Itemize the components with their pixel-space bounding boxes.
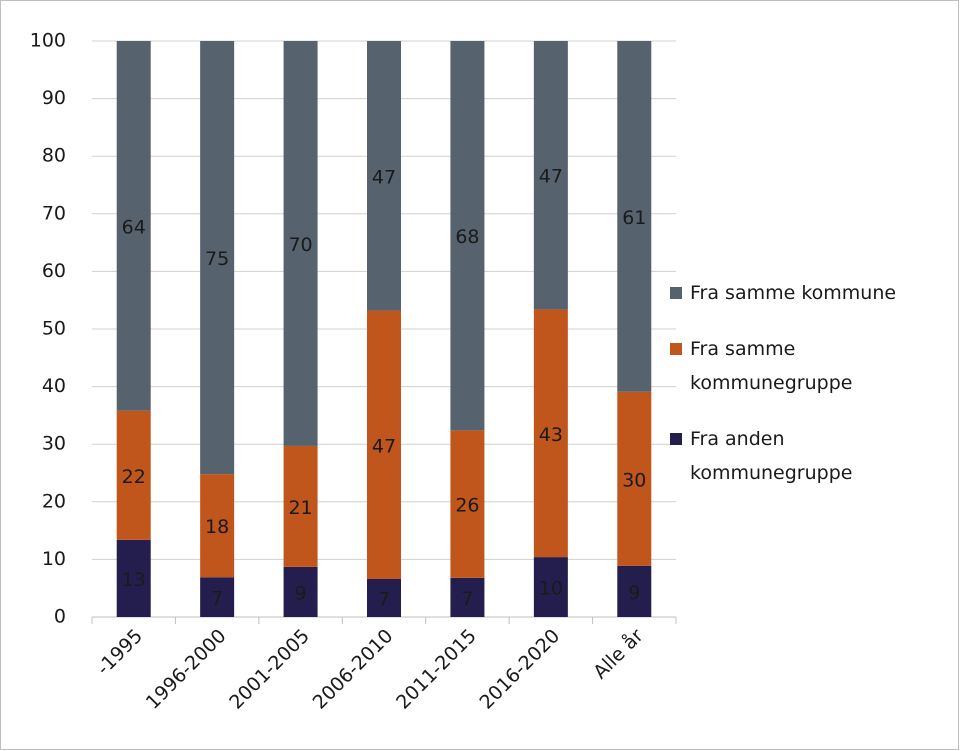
bar-segment xyxy=(617,391,652,566)
bar-segment xyxy=(617,41,652,392)
data-label: 75 xyxy=(205,248,229,270)
y-tick-label: 70 xyxy=(42,202,66,224)
bar-segment xyxy=(283,566,318,617)
bar-segment xyxy=(200,577,235,617)
data-label: 61 xyxy=(622,207,646,229)
data-label: 18 xyxy=(205,516,229,538)
data-label: 68 xyxy=(455,226,479,248)
data-label: 26 xyxy=(455,495,479,517)
y-tick-label: 30 xyxy=(42,433,66,455)
data-label: 9 xyxy=(295,582,307,604)
legend: Fra samme kommune Fra samme kommunegruppe… xyxy=(668,276,948,512)
y-tick-label: 0 xyxy=(54,606,66,628)
legend-label: Fra samme kommune xyxy=(690,282,897,304)
data-label: 70 xyxy=(288,234,312,256)
data-label: 43 xyxy=(539,424,563,446)
data-label: 9 xyxy=(628,582,640,604)
data-label: 47 xyxy=(539,166,563,188)
bar-segment xyxy=(367,41,401,311)
bar-segment xyxy=(533,41,568,310)
bar-segment xyxy=(367,578,401,617)
y-tick-label: 10 xyxy=(42,548,66,570)
data-label: 7 xyxy=(378,588,390,610)
legend-swatch xyxy=(670,343,682,355)
legend-label: Fra samme kommunegruppe xyxy=(690,338,853,394)
legend-item: Fra anden kommunegruppe xyxy=(668,422,948,490)
bar-segment xyxy=(283,41,318,446)
bar-segment xyxy=(450,430,485,578)
data-label: 10 xyxy=(539,578,563,600)
y-tick-label: 90 xyxy=(42,87,66,109)
y-tick-label: 60 xyxy=(42,260,66,282)
data-label: 7 xyxy=(461,588,473,610)
legend-label: Fra anden kommunegruppe xyxy=(690,428,853,484)
y-tick-label: 80 xyxy=(42,145,66,167)
bar-segment xyxy=(367,310,401,579)
bar-segment xyxy=(116,539,151,617)
legend-swatch xyxy=(670,433,682,445)
y-tick-label: 20 xyxy=(42,490,66,512)
legend-swatch xyxy=(670,287,682,299)
y-tick-label: 40 xyxy=(42,375,66,397)
y-tick-label: 50 xyxy=(42,318,66,340)
data-label: 30 xyxy=(622,469,646,491)
data-label: 22 xyxy=(122,466,146,488)
data-label: 7 xyxy=(211,588,223,610)
y-tick-label: 100 xyxy=(30,30,66,52)
legend-item: Fra samme kommunegruppe xyxy=(668,332,948,400)
data-label: 47 xyxy=(372,166,396,188)
data-label: 47 xyxy=(372,435,396,457)
data-label: 64 xyxy=(122,216,146,238)
bar-segment xyxy=(116,410,151,540)
bar-segment xyxy=(283,445,318,567)
data-label: 21 xyxy=(288,497,312,519)
bar-segment xyxy=(200,41,235,475)
bar-segment xyxy=(450,41,485,431)
bar-segment xyxy=(533,557,568,617)
bar-segment xyxy=(617,565,652,617)
bar-segment xyxy=(450,577,485,617)
bar-segment xyxy=(200,474,235,578)
legend-item: Fra samme kommune xyxy=(668,276,948,310)
bar-segment xyxy=(533,309,568,558)
data-label: 13 xyxy=(122,569,146,591)
bar-segment xyxy=(116,41,151,411)
